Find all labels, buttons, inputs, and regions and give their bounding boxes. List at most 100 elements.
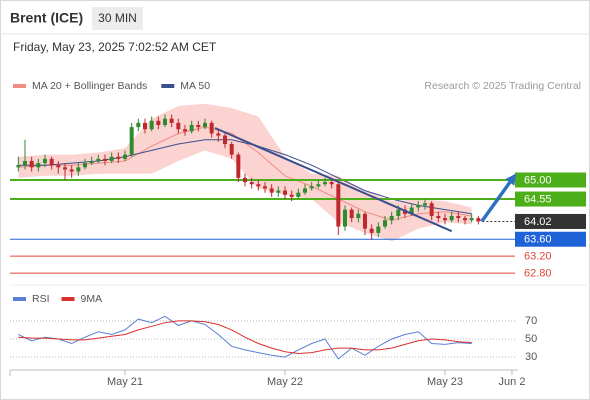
instrument-title: Brent (ICE) — [10, 10, 83, 26]
candle-body — [216, 133, 221, 136]
moving-average — [18, 139, 472, 215]
candle-body — [256, 184, 261, 187]
level-label: 64.02 — [524, 216, 552, 228]
datetime: Friday, May 23, 2025 7:02:52 AM CET — [13, 40, 217, 54]
candle-body — [143, 122, 147, 130]
candle-body — [409, 207, 414, 214]
candle-body — [223, 135, 227, 145]
legend-swatch — [161, 84, 175, 88]
indicator-line — [18, 320, 472, 355]
indicator-line — [18, 315, 472, 360]
level-label-box — [515, 172, 586, 188]
level-label: 63.60 — [524, 234, 552, 246]
legend-label: 9MA — [81, 293, 103, 305]
candle-body — [423, 203, 427, 206]
candle-body — [116, 156, 121, 159]
candle-body — [76, 167, 81, 172]
candle-body — [149, 120, 154, 130]
candle-body — [23, 160, 27, 166]
candle-body — [376, 226, 381, 233]
candle-body — [156, 120, 161, 125]
candle-body — [29, 160, 34, 168]
candle-body — [196, 125, 201, 128]
candle-body — [329, 182, 334, 185]
level-label: 65.00 — [524, 174, 552, 186]
legend-label: RSI — [32, 293, 50, 305]
candle-body — [109, 156, 114, 161]
candle-body — [396, 209, 401, 216]
candle-body — [449, 215, 454, 221]
legend-label: MA 50 — [180, 80, 210, 92]
x-tick-label: Jun 2 — [499, 376, 526, 388]
level-label-box — [515, 213, 586, 229]
candle-body — [456, 215, 461, 219]
candle-body — [209, 122, 214, 134]
candle-body — [336, 184, 341, 227]
level-label: 64.55 — [524, 193, 552, 205]
candle-body — [276, 190, 281, 193]
level-label-box — [515, 191, 586, 207]
candle-body — [183, 129, 187, 132]
candle-body — [236, 154, 241, 178]
candle-body — [349, 209, 354, 219]
candle-body — [136, 122, 141, 128]
candle-body — [243, 177, 247, 183]
candle-body — [49, 158, 54, 166]
candle-body — [289, 194, 294, 197]
candle-body — [443, 218, 447, 221]
bollinger-band — [18, 103, 472, 242]
candle-body — [323, 182, 327, 185]
candle-body — [436, 215, 441, 219]
y-tick-label: 70 — [525, 315, 537, 327]
candle-body — [229, 144, 234, 155]
candle-body — [249, 182, 254, 185]
level-label-box — [515, 231, 586, 247]
candle-body — [169, 118, 174, 123]
legend-swatch — [13, 84, 26, 88]
candle-body — [83, 163, 87, 168]
candle-body — [343, 209, 347, 227]
y-tick-label: 50 — [525, 333, 537, 345]
legend-label: MA 20 + Bollinger Bands — [32, 80, 147, 92]
candle-body — [303, 188, 307, 193]
candle-body — [163, 118, 167, 125]
candle-body — [463, 218, 467, 221]
candle-body — [296, 192, 301, 197]
y-tick-label: 30 — [525, 351, 537, 363]
legend-swatch — [61, 297, 75, 301]
candle-body — [189, 125, 194, 132]
candle-body — [416, 205, 421, 208]
candle-body — [96, 158, 101, 161]
candle-body — [129, 127, 134, 155]
timeframe[interactable]: 30 MIN — [98, 11, 137, 25]
candle-body — [389, 215, 394, 221]
candle-body — [43, 158, 47, 164]
timeframe-box[interactable] — [92, 7, 143, 30]
x-tick-label: May 23 — [427, 376, 463, 388]
candle-body — [89, 160, 94, 164]
candle-body — [16, 165, 21, 168]
candle-body — [283, 190, 287, 195]
candle-body — [63, 167, 67, 170]
candle-body — [429, 203, 434, 216]
candle-body — [356, 213, 361, 219]
candle-body — [369, 228, 374, 233]
candle-body — [309, 186, 314, 189]
candle-body — [103, 158, 107, 161]
candle-body — [363, 213, 367, 229]
candle-body — [469, 218, 474, 221]
candle-body — [383, 220, 387, 227]
candle-body — [316, 184, 321, 187]
trendline — [214, 127, 453, 233]
x-tick-label: May 21 — [107, 376, 143, 388]
candle-body — [476, 218, 481, 222]
candle-body — [69, 169, 74, 172]
candle-body — [263, 186, 267, 189]
candle-body — [36, 163, 41, 168]
x-tick-label: May 22 — [267, 376, 303, 388]
level-label: 63.20 — [524, 251, 552, 263]
credit: Research © 2025 Trading Central — [424, 80, 581, 92]
candle-body — [56, 165, 61, 168]
